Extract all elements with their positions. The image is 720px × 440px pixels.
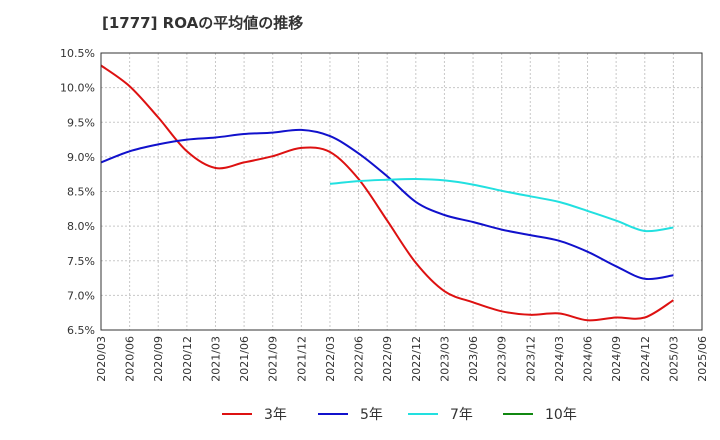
chart-title: [1777] ROAの平均値の推移 — [102, 14, 304, 32]
x-tick-label: 2023/12 — [524, 336, 537, 382]
series-line-3年 — [100, 64, 674, 322]
series-line-7年 — [329, 177, 674, 233]
x-tick-label: 2020/06 — [124, 336, 137, 382]
x-tick-label: 2020/09 — [152, 336, 165, 382]
x-tick-label: 2022/09 — [381, 336, 394, 382]
x-tick-label: 2022/06 — [353, 336, 366, 382]
y-tick-label: 8.0% — [67, 220, 95, 233]
x-tick-labels: 2020/03 2020/06 2020/09 2020/12 2021/03 2021/… — [95, 336, 709, 382]
legend-label: 10年 — [545, 407, 577, 423]
y-tick-label: 6.5% — [67, 324, 95, 337]
x-tick-label: 2024/09 — [610, 336, 623, 382]
x-tick-label: 2022/12 — [410, 336, 423, 382]
x-tick-label: 2021/06 — [238, 336, 251, 382]
x-tick-label: 2022/03 — [324, 336, 337, 382]
x-tick-label: 2021/03 — [209, 336, 222, 382]
y-tick-labels: 10.5% 10.0% 9.5% 9.0% 8.5% 8.0% 7.5% 7.0% 6.5% — [60, 47, 95, 337]
grid — [100, 52, 703, 331]
y-tick-label: 9.0% — [67, 151, 95, 164]
y-tick-label: 7.5% — [67, 255, 95, 268]
y-tick-label: 9.5% — [67, 116, 95, 129]
y-tick-label: 10.5% — [60, 47, 95, 60]
x-tick-label: 2021/12 — [295, 336, 308, 382]
x-tick-label: 2020/12 — [181, 336, 194, 382]
x-tick-label: 2025/03 — [667, 336, 680, 382]
plot-area-frame — [100, 52, 703, 331]
x-tick-label: 2024/03 — [553, 336, 566, 382]
series-line-5年 — [100, 128, 674, 281]
x-tick-label: 2024/06 — [582, 336, 595, 382]
x-tick-label: 2024/12 — [639, 336, 652, 382]
y-tick-label: 10.0% — [60, 82, 95, 95]
x-tick-label: 2023/06 — [467, 336, 480, 382]
x-tick-label: 2021/09 — [267, 336, 280, 382]
x-tick-label: 2025/06 — [696, 336, 709, 382]
series-lines — [100, 64, 674, 322]
legend: 3年 5年 7年 10年 — [222, 407, 577, 423]
legend-label: 5年 — [360, 407, 383, 423]
x-tick-label: 2020/03 — [95, 336, 108, 382]
x-tick-label: 2023/09 — [496, 336, 509, 382]
x-tick-label: 2023/03 — [438, 336, 451, 382]
legend-label: 7年 — [450, 407, 473, 423]
y-tick-label: 8.5% — [67, 186, 95, 199]
legend-label: 3年 — [264, 407, 287, 423]
y-tick-label: 7.0% — [67, 289, 95, 302]
